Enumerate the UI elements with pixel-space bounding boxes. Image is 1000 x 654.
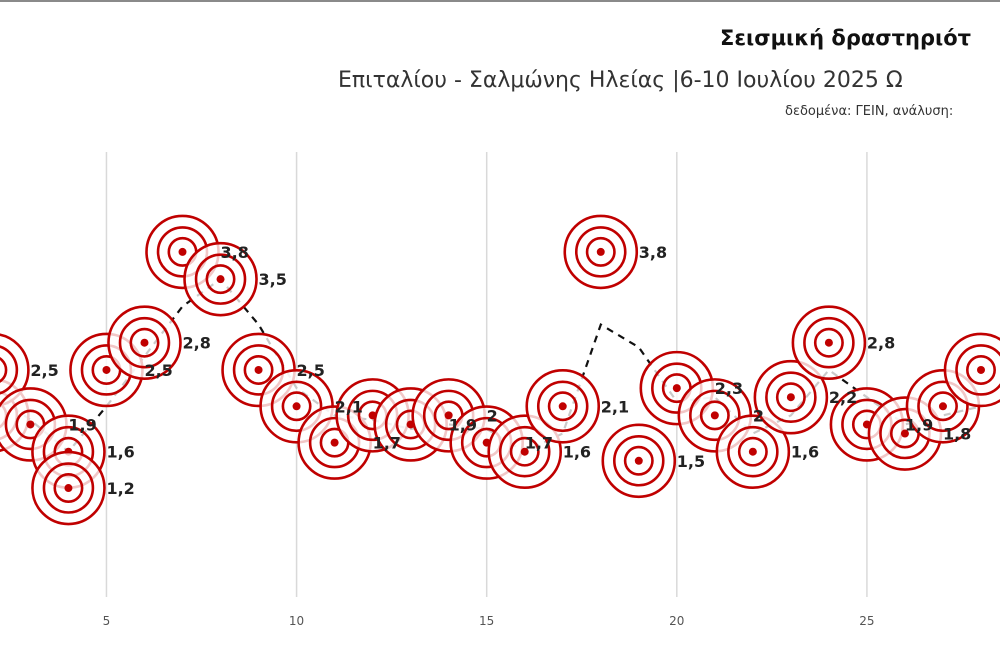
quake-marker bbox=[31, 450, 106, 526]
data-label: 1,9 bbox=[449, 415, 477, 434]
quake-marker bbox=[525, 368, 601, 444]
x-tick-label: 20 bbox=[669, 614, 684, 628]
data-label: 1,9 bbox=[68, 415, 96, 434]
quake-marker bbox=[183, 241, 258, 317]
data-label: 1,7 bbox=[373, 434, 401, 453]
data-label: 1,5 bbox=[677, 452, 705, 471]
quake-marker bbox=[0, 333, 30, 407]
data-label: 1,6 bbox=[563, 443, 591, 462]
data-label: 2,1 bbox=[335, 397, 363, 416]
quake-marker bbox=[943, 332, 1000, 408]
data-label: 2,5 bbox=[30, 361, 58, 380]
data-label: 3,8 bbox=[639, 243, 667, 262]
data-label: 2,2 bbox=[829, 388, 857, 407]
chart-subtitle: Επιταλίου - Σαλμώνης Ηλείας |6-10 Ιουλίο… bbox=[338, 68, 903, 93]
data-label: 3,5 bbox=[259, 270, 287, 289]
x-tick-label: 25 bbox=[859, 614, 874, 628]
quake-marker bbox=[107, 305, 182, 381]
data-label: 2,5 bbox=[297, 361, 325, 380]
quake-marker bbox=[791, 305, 867, 381]
data-label: 3,8 bbox=[221, 243, 249, 262]
data-label: 1,7 bbox=[525, 434, 553, 453]
data-label: 2,3 bbox=[715, 379, 743, 398]
quake-marker bbox=[715, 414, 791, 489]
data-label: 2 bbox=[753, 406, 764, 425]
quake-marker bbox=[601, 423, 677, 499]
data-label: 2 bbox=[487, 406, 498, 425]
data-label: 2,8 bbox=[182, 334, 210, 353]
data-label: 1,6 bbox=[791, 443, 819, 462]
data-label: 2,5 bbox=[144, 361, 172, 380]
chart-title: Σεισμική δραστηριότ bbox=[720, 26, 972, 50]
data-label: 1,8 bbox=[943, 425, 971, 444]
data-label: 1,2 bbox=[106, 479, 134, 498]
data-label: 1,6 bbox=[106, 443, 134, 462]
quake-marker bbox=[563, 214, 639, 290]
quake-marker bbox=[753, 359, 829, 435]
x-tick-label: 10 bbox=[289, 614, 304, 628]
data-label: 2,1 bbox=[601, 397, 629, 416]
x-tick-label: 5 bbox=[103, 614, 111, 628]
data-source-note: δεδομένα: ΓΕΙΝ, ανάλυση: bbox=[785, 104, 954, 119]
data-label: 2,8 bbox=[867, 334, 895, 353]
x-tick-label: 15 bbox=[479, 614, 494, 628]
data-label: 1,9 bbox=[905, 415, 933, 434]
